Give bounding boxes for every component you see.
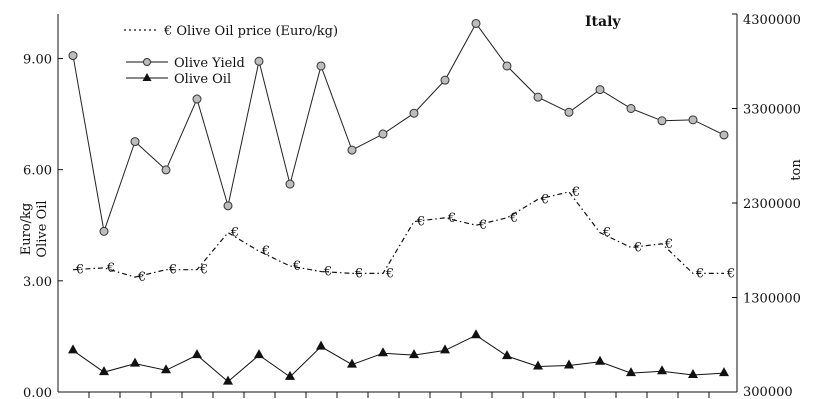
yield-point-0	[68, 51, 78, 61]
oil-point-3	[161, 364, 171, 374]
yield-point-12	[440, 75, 450, 85]
left-tick-label-2: 6.00	[23, 164, 52, 179]
oil-point-16	[564, 359, 574, 369]
yield-point-7	[285, 179, 295, 189]
legend-item-oil: Olive Oil	[126, 72, 231, 87]
yield-point-18	[626, 104, 636, 113]
price-point-14: €	[509, 211, 518, 226]
yield-point-9	[347, 145, 357, 155]
oil-point-19	[657, 365, 667, 375]
left-axis-ticks: 0.00 3.00 6.00 9.00	[23, 52, 63, 399]
price-point-13: €	[478, 218, 487, 233]
oil-point-10	[378, 347, 388, 357]
price-point-5: €	[230, 226, 239, 241]
price-point-10: €	[385, 266, 394, 281]
legend-oil-label: Olive Oil	[174, 72, 231, 87]
oil-point-1	[99, 366, 109, 376]
legend-yield-label: Olive Yield	[174, 56, 245, 71]
price-point-15: €	[540, 192, 549, 207]
yield-point-20	[688, 115, 698, 125]
price-point-1: €	[106, 261, 115, 276]
oil-point-2	[130, 357, 140, 367]
yield-point-19	[657, 116, 667, 126]
chart-title: Italy	[585, 14, 621, 30]
oil-point-17	[595, 355, 605, 365]
plot-area	[57, 14, 738, 393]
oil-point-20	[688, 368, 698, 378]
yield-point-21	[719, 130, 729, 140]
yield-point-6	[254, 56, 264, 66]
legend-price-label: € Olive Oil price (Euro/kg)	[163, 24, 338, 39]
right-tick-label-3: 3300000	[743, 103, 801, 118]
price-point-12: €	[447, 211, 456, 226]
yield-point-16	[564, 107, 574, 117]
oil-point-15	[533, 360, 543, 370]
legend-yield-marker	[143, 58, 151, 66]
yield-point-1	[99, 226, 109, 236]
price-point-17: €	[602, 226, 611, 241]
right-axis-label: ton	[789, 159, 804, 181]
oil-point-6	[254, 349, 264, 359]
oil-point-12	[440, 344, 450, 354]
oil-point-8	[316, 340, 326, 350]
left-tick-label-0: 0.00	[23, 386, 52, 399]
yield-point-15	[533, 92, 543, 102]
price-point-7: €	[292, 259, 301, 274]
price-point-16: €	[571, 185, 580, 200]
oil-point-9	[347, 358, 357, 368]
price-point-8: €	[323, 265, 332, 280]
series-yield-line	[72, 22, 725, 234]
legend-item-price: € Olive Oil price (Euro/kg)	[124, 24, 338, 39]
price-point-11: €	[416, 215, 425, 230]
right-tick-label-2: 2300000	[743, 197, 801, 212]
price-point-2: €	[137, 270, 146, 285]
oil-point-14	[502, 350, 512, 360]
price-point-18: €	[633, 240, 642, 255]
oil-point-18	[626, 367, 636, 377]
left-axis-label-secondary: Olive Oil	[35, 200, 50, 257]
oil-point-13	[471, 329, 481, 339]
right-tick-label-0: 300000	[743, 385, 793, 399]
oil-point-21	[719, 367, 729, 377]
yield-point-3	[161, 165, 171, 175]
legend-item-yield: Olive Yield	[126, 56, 245, 71]
yield-point-4	[192, 94, 202, 104]
left-tick-label-3: 9.00	[23, 52, 52, 67]
yield-point-5	[223, 201, 233, 211]
right-tick-label-4: 4300000	[743, 13, 801, 28]
oil-point-0	[68, 344, 78, 354]
legend: € Olive Oil price (Euro/kg) Olive Yield …	[124, 24, 338, 87]
yield-point-13	[471, 18, 481, 28]
x-axis-ticks	[88, 392, 710, 398]
price-point-0: €	[75, 263, 84, 278]
price-point-9: €	[354, 266, 363, 281]
oil-point-5	[223, 375, 233, 385]
right-axis-ticks: 300000 1300000 2300000 3300000 4300000	[732, 13, 801, 399]
yield-point-10	[378, 129, 388, 139]
left-axis-label: Euro/kg	[19, 203, 34, 255]
series-oil-line	[72, 334, 725, 383]
oil-point-11	[409, 349, 419, 359]
yield-point-17	[595, 85, 605, 95]
oil-point-7	[285, 370, 295, 380]
price-point-20: €	[695, 266, 704, 281]
yield-point-14	[502, 61, 512, 71]
legend-oil-marker	[142, 73, 152, 81]
price-point-6: €	[261, 244, 270, 259]
left-tick-label-1: 3.00	[23, 275, 52, 290]
price-point-4: €	[199, 263, 208, 278]
price-point-19: €	[664, 237, 673, 252]
right-tick-label-1: 1300000	[743, 292, 801, 307]
yield-point-11	[409, 108, 419, 118]
oil-point-4	[192, 349, 202, 359]
series-layer: € € € € € € € € € € € € € € € € € € € € € €	[68, 18, 735, 385]
yield-point-2	[130, 137, 140, 147]
price-point-3: €	[168, 263, 177, 278]
price-point-21: €	[726, 266, 735, 281]
yield-point-8	[316, 61, 326, 71]
